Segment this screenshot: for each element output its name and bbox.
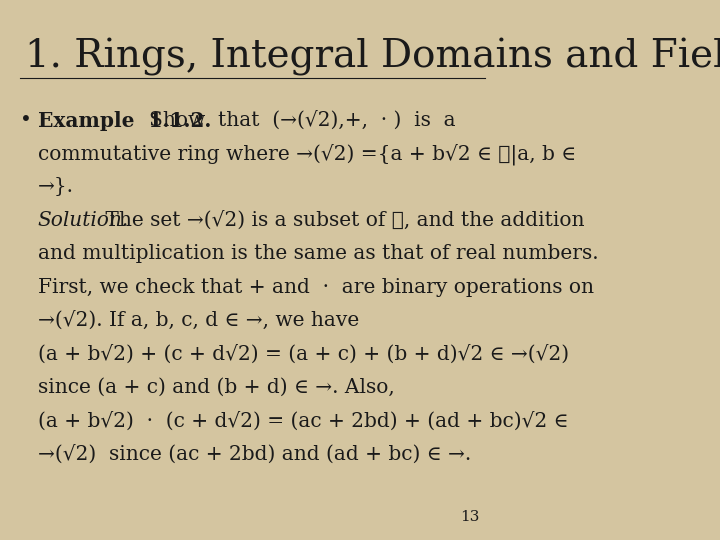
Text: since (a + c) and (b + d) ∈ →. Also,: since (a + c) and (b + d) ∈ →. Also,: [38, 378, 395, 397]
Text: •: •: [20, 111, 32, 130]
Text: →(√2)  since (ac + 2bd) and (ad + bc) ∈ →.: →(√2) since (ac + 2bd) and (ad + bc) ∈ →…: [38, 445, 471, 464]
Text: First, we check that + and  ·  are binary operations on: First, we check that + and · are binary …: [38, 278, 594, 296]
Text: 13: 13: [460, 510, 480, 524]
Text: commutative ring where →(√2) ={a + b√2 ∈ ☢|a, b ∈: commutative ring where →(√2) ={a + b√2 ∈…: [38, 143, 576, 165]
Text: and multiplication is the same as that of real numbers.: and multiplication is the same as that o…: [38, 244, 598, 263]
Text: →}.: →}.: [38, 177, 74, 196]
Text: 1. Rings, Integral Domains and Fields: 1. Rings, Integral Domains and Fields: [25, 38, 720, 76]
Text: Solution.: Solution.: [38, 211, 129, 229]
Text: →(√2). If a, b, c, d ∈ →, we have: →(√2). If a, b, c, d ∈ →, we have: [38, 311, 359, 330]
Text: (a + b√2)  ·  (c + d√2) = (ac + 2bd) + (ad + bc)√2 ∈: (a + b√2) · (c + d√2) = (ac + 2bd) + (ad…: [38, 411, 568, 431]
Text: Show  that  (→(√2),+,  · )  is  a: Show that (→(√2),+, · ) is a: [149, 111, 456, 130]
Text: The set →(√2) is a subset of ☢, and the addition: The set →(√2) is a subset of ☢, and the …: [99, 211, 585, 230]
Text: (a + b√2) + (c + d√2) = (a + c) + (b + d)√2 ∈ →(√2): (a + b√2) + (c + d√2) = (a + c) + (b + d…: [38, 345, 569, 364]
Text: Example  1.1.2.: Example 1.1.2.: [38, 111, 211, 131]
